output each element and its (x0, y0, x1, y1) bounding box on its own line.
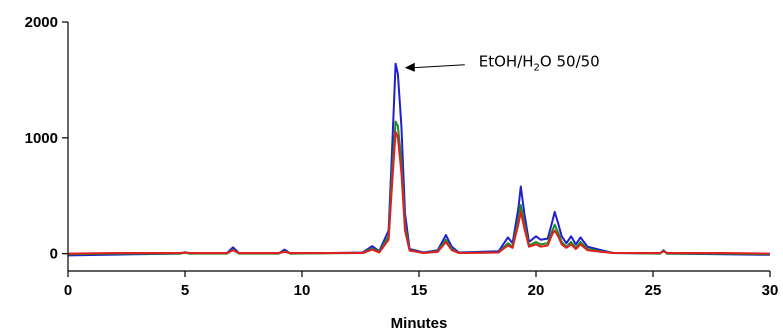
x-tick-label: 0 (64, 282, 72, 299)
x-axis-title: Minutes (391, 315, 448, 331)
x-tick-label: 5 (181, 282, 189, 299)
y-tick-label: 2000 (25, 14, 58, 31)
x-tick-label: 10 (294, 282, 311, 299)
peak-annotation: EtOH/H2O 50/50 (404, 53, 600, 74)
x-tick-label: 20 (528, 282, 545, 299)
series-layer (67, 62, 771, 257)
x-tick-label: 25 (645, 282, 662, 299)
annotation-label: EtOH/H2O 50/50 (479, 53, 600, 74)
annotation-arrow-head (404, 62, 415, 72)
series-line-3 (67, 131, 771, 255)
y-tick-label: 0 (50, 246, 58, 263)
y-axis-ticks: 0 1000 2000 (25, 14, 68, 263)
series-line-1 (67, 62, 771, 257)
y-tick-label: 1000 (25, 130, 58, 147)
x-tick-label: 30 (762, 282, 779, 299)
annotation-arrow (412, 64, 465, 69)
x-axis-ticks: 0 5 10 15 20 25 30 (64, 271, 779, 299)
x-tick-label: 15 (411, 282, 428, 299)
series-line-2 (67, 120, 771, 256)
